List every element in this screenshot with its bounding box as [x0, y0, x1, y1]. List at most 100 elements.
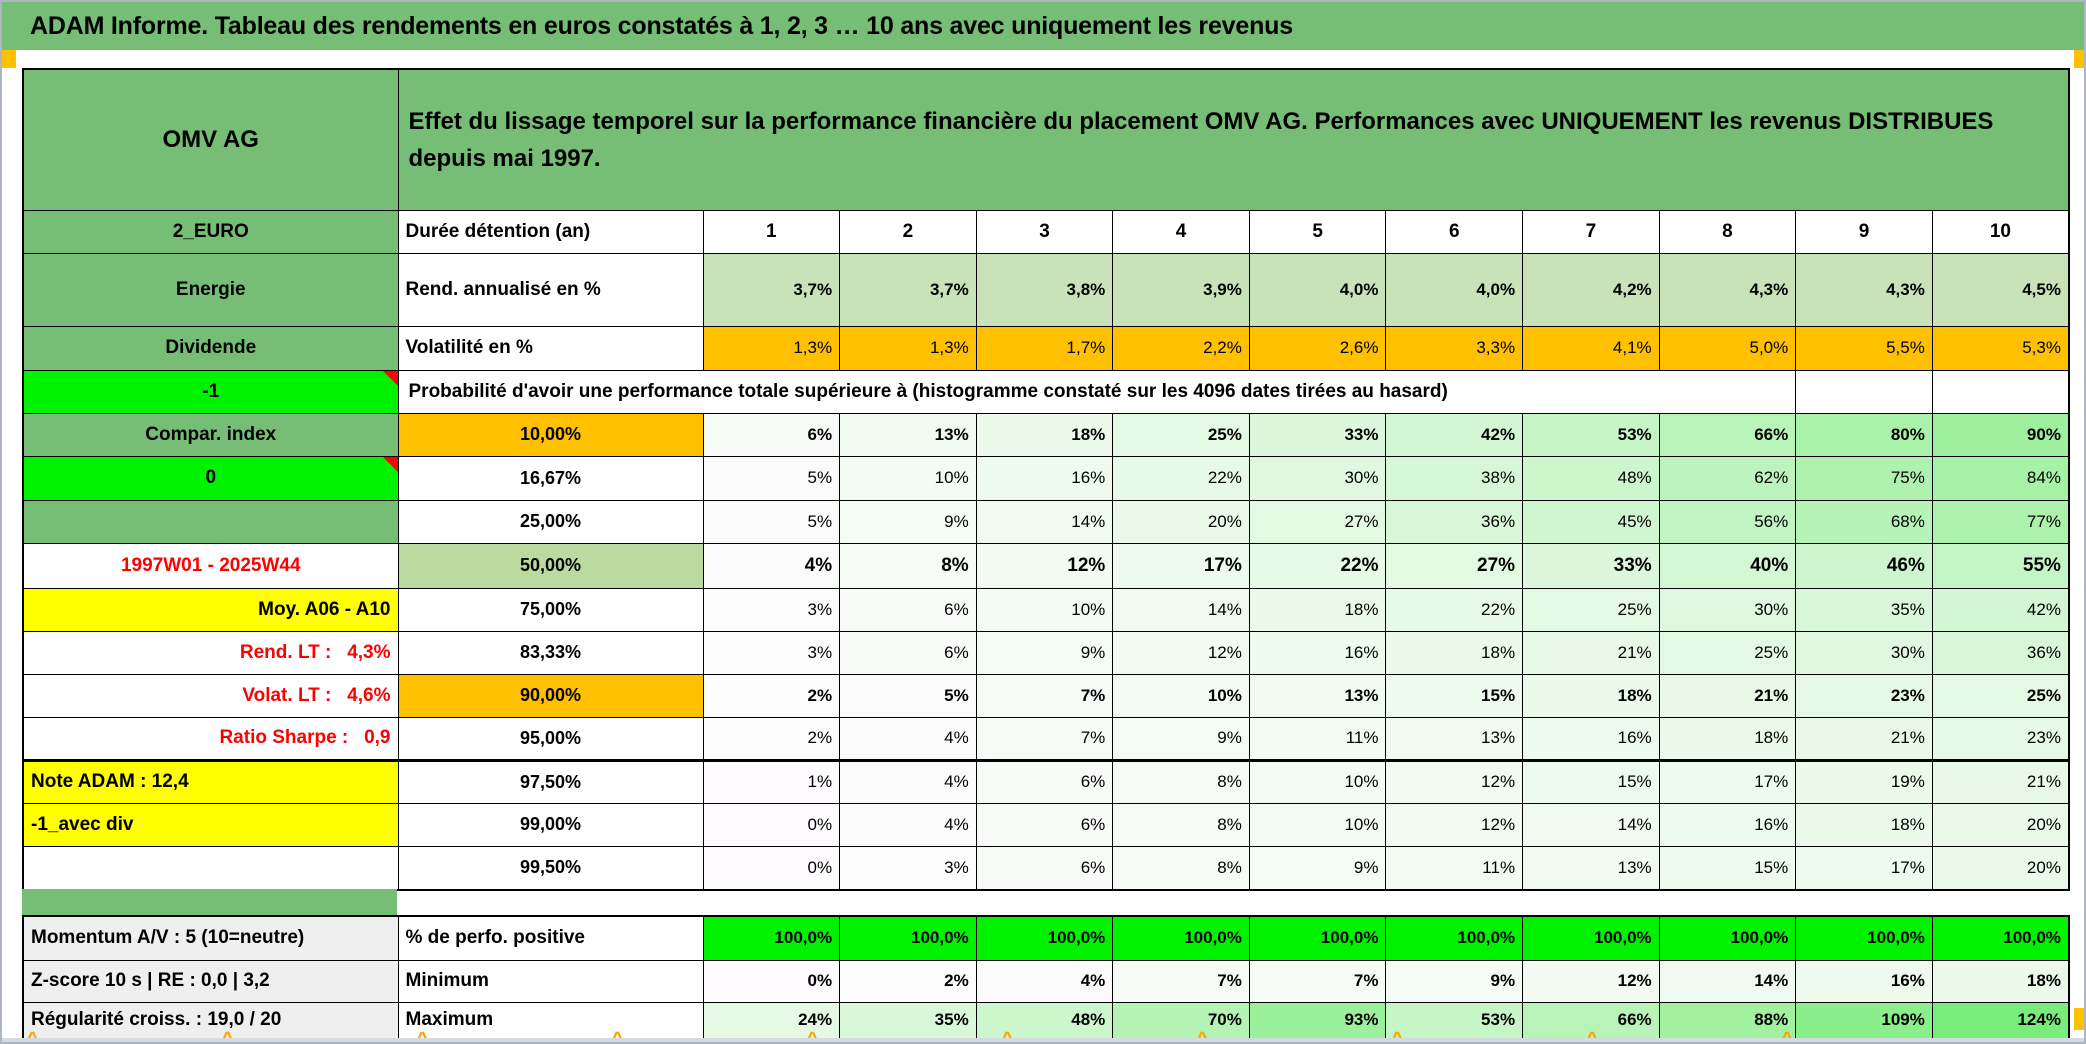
- probability-value-cell[interactable]: 10%: [975, 587, 1114, 632]
- probability-value-cell[interactable]: 23%: [1795, 673, 1933, 718]
- probability-value-cell[interactable]: 30%: [1248, 455, 1387, 501]
- probability-value-cell[interactable]: 13%: [839, 412, 977, 457]
- stat-value-cell[interactable]: 2%: [839, 959, 977, 1003]
- row-label-cell[interactable]: 0: [22, 455, 399, 501]
- note-label-cell[interactable]: -1: [22, 369, 399, 414]
- probability-value-cell[interactable]: 90%: [1931, 412, 2070, 457]
- row-label-cell[interactable]: Moy. A06 - A10: [22, 587, 399, 632]
- probability-value-cell[interactable]: 4%: [839, 716, 977, 762]
- stat-value-cell[interactable]: 14%: [1658, 959, 1797, 1003]
- probability-value-cell[interactable]: 10%: [1248, 759, 1387, 804]
- stat-metric-cell[interactable]: Maximum: [397, 1001, 704, 1040]
- threshold-cell[interactable]: 25,00%: [397, 499, 704, 544]
- probability-value-cell[interactable]: 16%: [1658, 802, 1797, 847]
- probability-value-cell[interactable]: 56%: [1658, 499, 1797, 544]
- volat-value-cell[interactable]: 1,3%: [839, 325, 977, 371]
- rend-value-cell[interactable]: 4,3%: [1658, 252, 1797, 327]
- rend-value-cell[interactable]: 3,9%: [1112, 252, 1250, 327]
- stat-value-cell[interactable]: 100,0%: [1385, 915, 1524, 961]
- probability-value-cell[interactable]: 80%: [1795, 412, 1933, 457]
- rend-value-cell[interactable]: 4,0%: [1385, 252, 1524, 327]
- stat-value-cell[interactable]: 100,0%: [702, 915, 841, 961]
- probability-value-cell[interactable]: 15%: [1522, 759, 1660, 804]
- stat-value-cell[interactable]: 100,0%: [1795, 915, 1933, 961]
- stat-value-cell[interactable]: 100,0%: [839, 915, 977, 961]
- year-header-cell[interactable]: 3: [975, 209, 1114, 254]
- probability-value-cell[interactable]: 14%: [1522, 802, 1660, 847]
- rend-value-cell[interactable]: 3,8%: [975, 252, 1114, 327]
- probability-value-cell[interactable]: 0%: [702, 802, 841, 847]
- probability-value-cell[interactable]: 55%: [1931, 542, 2070, 589]
- row-label-cell[interactable]: Volat. LT : 4,6%: [22, 673, 399, 718]
- stat-label-cell[interactable]: Régularité croiss. : 19,0 / 20: [22, 1001, 399, 1040]
- probability-value-cell[interactable]: 17%: [1795, 845, 1933, 891]
- probability-value-cell[interactable]: 6%: [839, 587, 977, 632]
- volat-value-cell[interactable]: 1,3%: [702, 325, 841, 371]
- probability-value-cell[interactable]: 25%: [1522, 587, 1660, 632]
- corner-code-cell[interactable]: 2_EURO: [22, 209, 399, 254]
- probability-value-cell[interactable]: 66%: [1658, 412, 1797, 457]
- table-description-cell[interactable]: Effet du lissage temporel sur la perform…: [397, 68, 2070, 211]
- probability-value-cell[interactable]: 15%: [1385, 673, 1524, 718]
- probability-value-cell[interactable]: 8%: [1112, 802, 1250, 847]
- volat-value-cell[interactable]: 5,3%: [1931, 325, 2070, 371]
- stat-value-cell[interactable]: 7%: [1112, 959, 1250, 1003]
- stat-value-cell[interactable]: 0%: [702, 959, 841, 1003]
- probability-value-cell[interactable]: 9%: [1112, 716, 1250, 762]
- volat-metric-cell[interactable]: Volatilité en %: [397, 325, 704, 371]
- threshold-cell[interactable]: 75,00%: [397, 587, 704, 632]
- probability-value-cell[interactable]: 8%: [839, 542, 977, 589]
- probability-value-cell[interactable]: 18%: [975, 412, 1114, 457]
- row-label-cell[interactable]: [22, 499, 399, 544]
- type-label-cell[interactable]: Dividende: [22, 325, 399, 371]
- stat-value-cell[interactable]: 7%: [1248, 959, 1387, 1003]
- probability-value-cell[interactable]: 16%: [1248, 630, 1387, 675]
- probability-value-cell[interactable]: 4%: [839, 759, 977, 804]
- probability-value-cell[interactable]: 12%: [975, 542, 1114, 589]
- stat-label-cell[interactable]: Momentum A/V : 5 (10=neutre): [22, 915, 399, 961]
- probability-value-cell[interactable]: 16%: [1522, 716, 1660, 762]
- threshold-cell[interactable]: 16,67%: [397, 455, 704, 501]
- rend-value-cell[interactable]: 4,0%: [1248, 252, 1387, 327]
- probability-value-cell[interactable]: 13%: [1248, 673, 1387, 718]
- row-label-cell[interactable]: Note ADAM : 12,4: [22, 759, 399, 804]
- probability-value-cell[interactable]: 20%: [1931, 802, 2070, 847]
- probability-value-cell[interactable]: 10%: [839, 455, 977, 501]
- year-header-cell[interactable]: 7: [1522, 209, 1660, 254]
- threshold-cell[interactable]: 83,33%: [397, 630, 704, 675]
- probability-value-cell[interactable]: 12%: [1385, 759, 1524, 804]
- probability-value-cell[interactable]: 22%: [1385, 587, 1524, 632]
- probability-value-cell[interactable]: 46%: [1795, 542, 1933, 589]
- row-label-cell[interactable]: Compar. index: [22, 412, 399, 457]
- stat-value-cell[interactable]: 100,0%: [975, 915, 1114, 961]
- row-label-cell[interactable]: -1_avec div: [22, 802, 399, 847]
- probability-value-cell[interactable]: 9%: [1248, 845, 1387, 891]
- probability-value-cell[interactable]: 6%: [975, 845, 1114, 891]
- probability-value-cell[interactable]: 25%: [1112, 412, 1250, 457]
- row-label-cell[interactable]: [22, 845, 399, 891]
- volat-value-cell[interactable]: 2,2%: [1112, 325, 1250, 371]
- rend-value-cell[interactable]: 4,3%: [1795, 252, 1933, 327]
- stat-value-cell[interactable]: 66%: [1522, 1001, 1660, 1040]
- probability-value-cell[interactable]: 30%: [1658, 587, 1797, 632]
- probability-value-cell[interactable]: 40%: [1658, 542, 1797, 589]
- stat-value-cell[interactable]: 100,0%: [1248, 915, 1387, 961]
- probability-value-cell[interactable]: 42%: [1931, 587, 2070, 632]
- probability-value-cell[interactable]: 23%: [1931, 716, 2070, 762]
- probability-value-cell[interactable]: 4%: [702, 542, 841, 589]
- probability-value-cell[interactable]: 84%: [1931, 455, 2070, 501]
- rend-metric-cell[interactable]: Rend. annualisé en %: [397, 252, 704, 327]
- probability-value-cell[interactable]: 20%: [1112, 499, 1250, 544]
- stat-label-cell[interactable]: Z-score 10 s | RE : 0,0 | 3,2: [22, 959, 399, 1003]
- probability-value-cell[interactable]: 11%: [1248, 716, 1387, 762]
- probability-value-cell[interactable]: 6%: [702, 412, 841, 457]
- probability-value-cell[interactable]: 6%: [975, 802, 1114, 847]
- rend-value-cell[interactable]: 4,5%: [1931, 252, 2070, 327]
- rend-value-cell[interactable]: 4,2%: [1522, 252, 1660, 327]
- probability-value-cell[interactable]: 18%: [1385, 630, 1524, 675]
- empty-cell[interactable]: [1931, 369, 2070, 414]
- probability-value-cell[interactable]: 18%: [1795, 802, 1933, 847]
- probability-value-cell[interactable]: 33%: [1522, 542, 1660, 589]
- threshold-cell[interactable]: 10,00%: [397, 412, 704, 457]
- stat-value-cell[interactable]: 100,0%: [1658, 915, 1797, 961]
